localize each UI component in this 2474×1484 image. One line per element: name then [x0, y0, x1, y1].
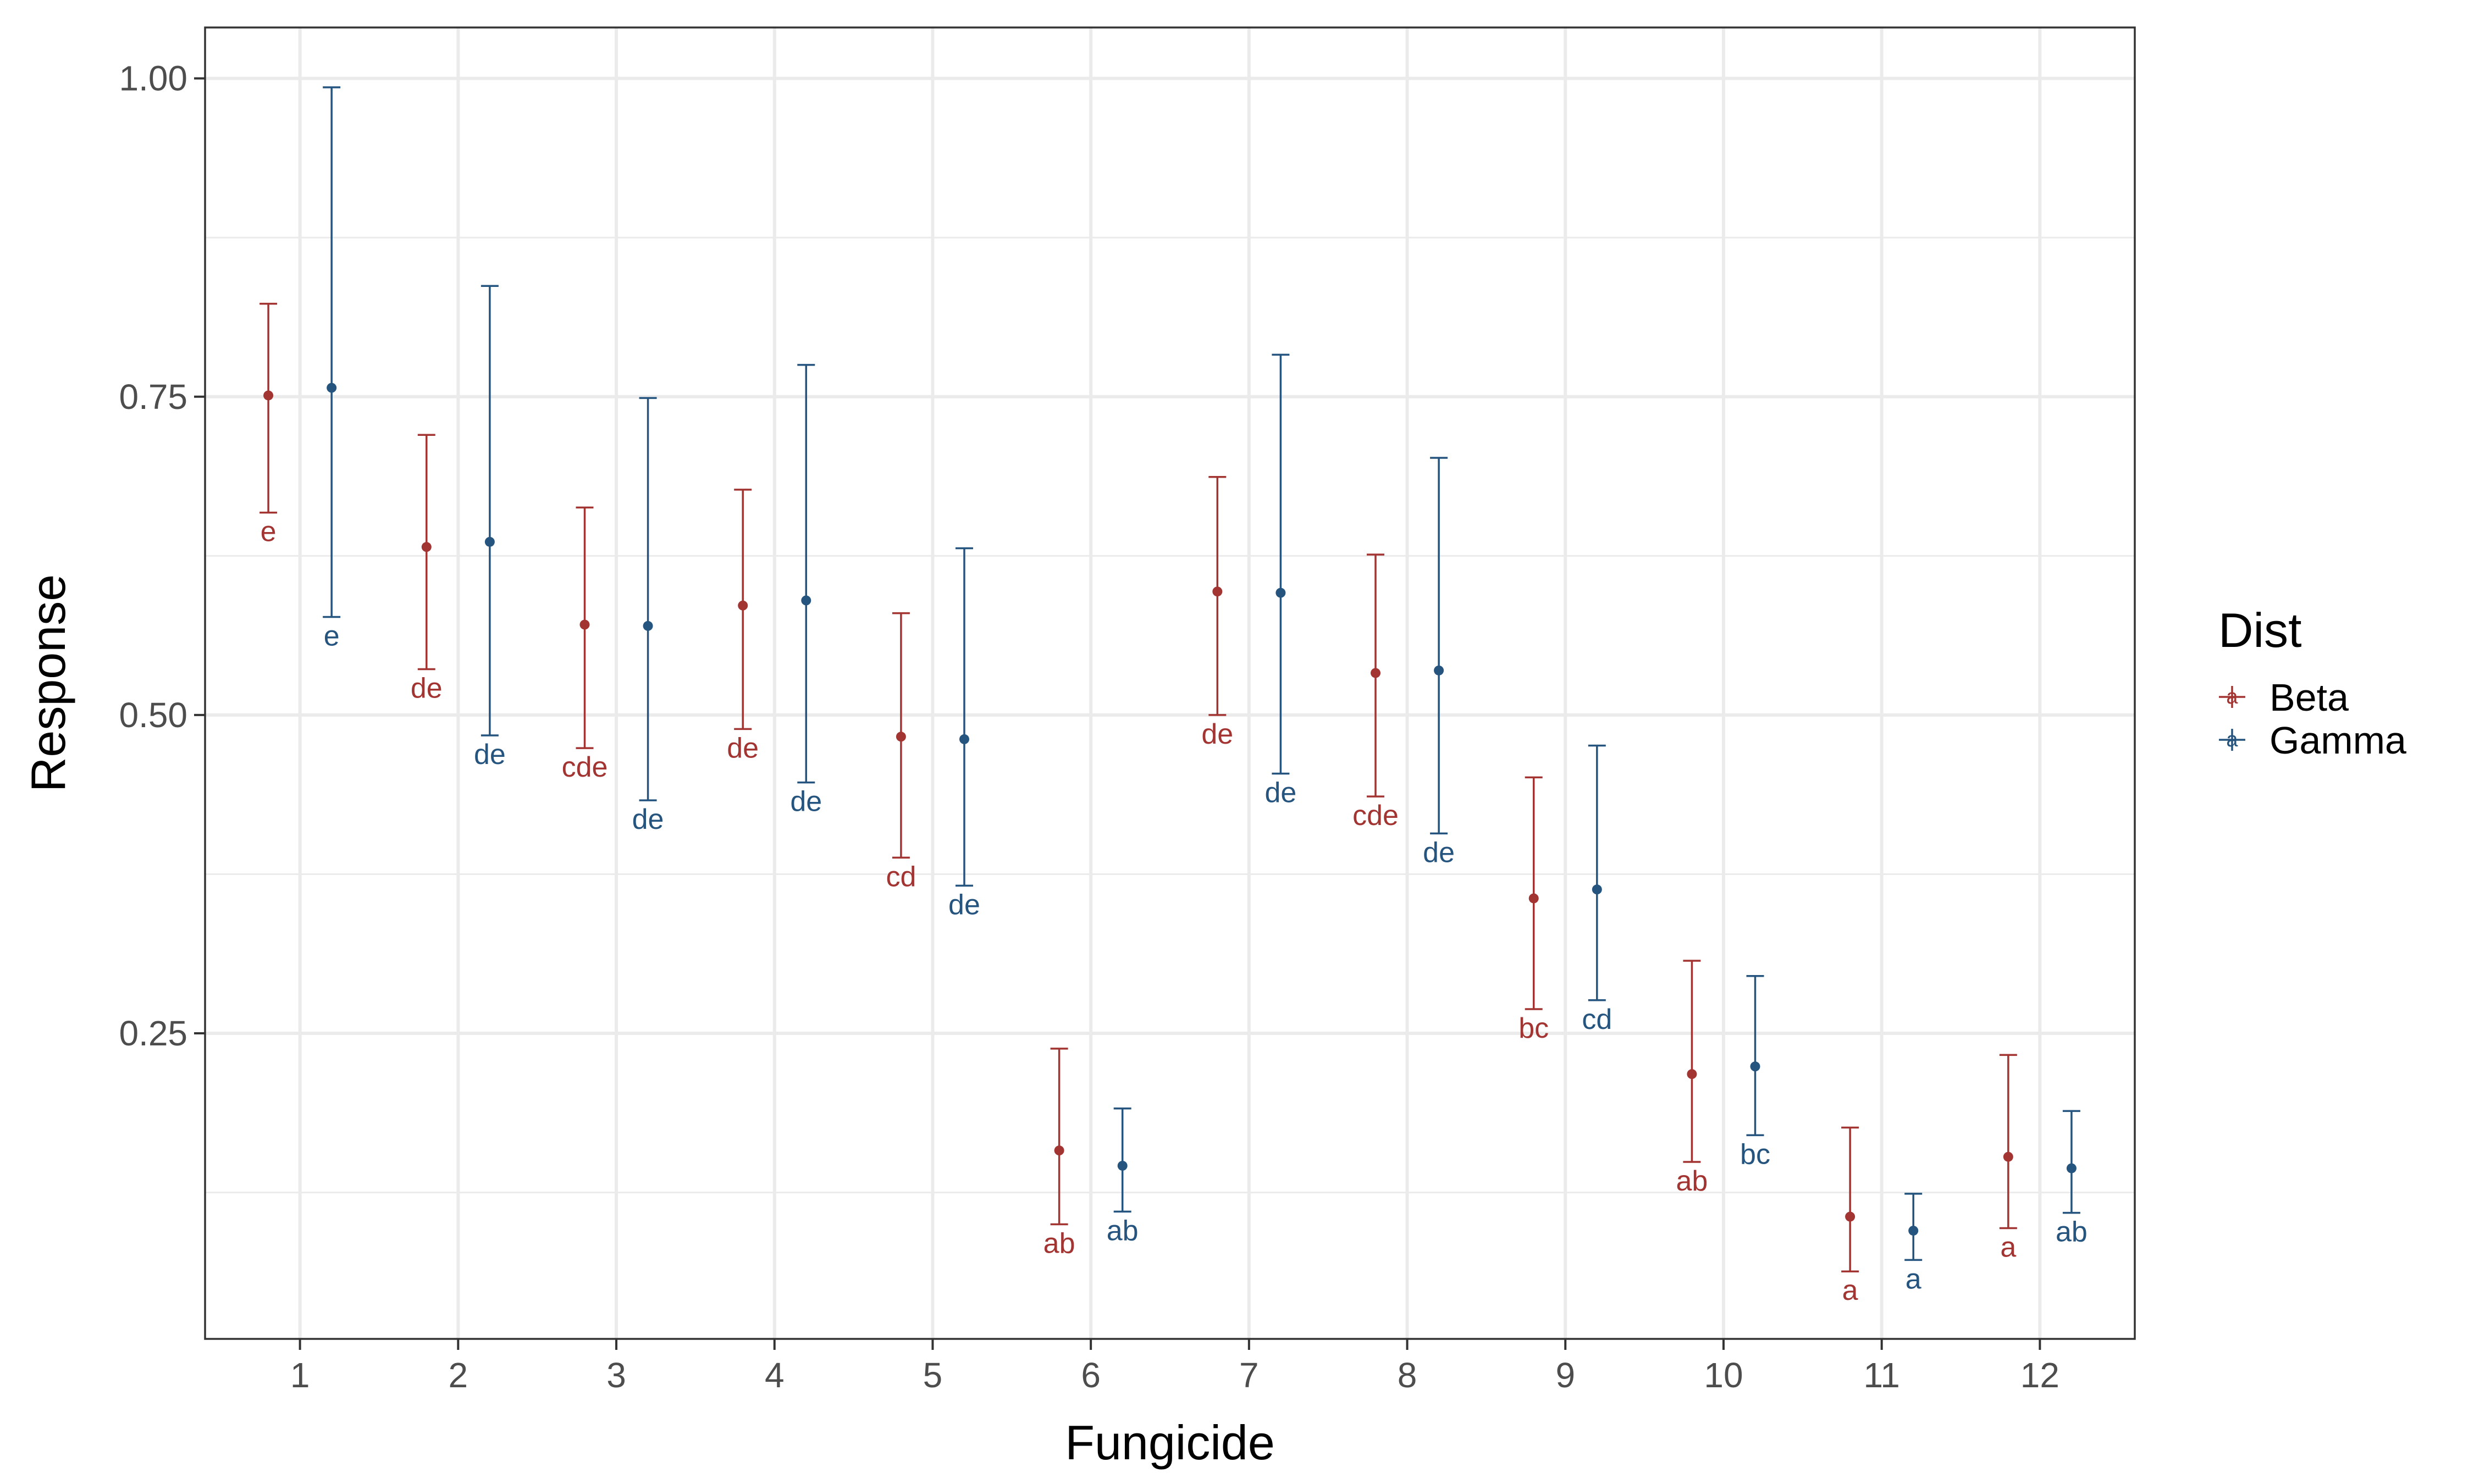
- legend-key-glyph: a: [2226, 728, 2238, 751]
- data-point: [738, 600, 748, 611]
- significance-letter: de: [411, 673, 443, 705]
- legend: Dist a Beta a Gamma: [2218, 603, 2406, 762]
- significance-letter: bc: [1518, 1012, 1549, 1044]
- data-point: [1371, 668, 1381, 678]
- plot-panel-background: [205, 27, 2135, 1339]
- data-point: [2003, 1151, 2013, 1162]
- x-tick-label: 1: [290, 1355, 310, 1395]
- grid-major: [205, 27, 2135, 1339]
- data-point: [579, 619, 590, 630]
- data-point: [1908, 1226, 1919, 1236]
- x-tick-label: 9: [1555, 1355, 1575, 1395]
- legend-key-beta: a: [2219, 685, 2245, 708]
- significance-letter: a: [1842, 1275, 1858, 1306]
- grid-minor: [205, 236, 2135, 1194]
- legend-label-beta: Beta: [2269, 676, 2349, 719]
- plot-panel-border: [204, 26, 2136, 1340]
- tick-labels: 0.250.500.751.001 2 3 4 5 6 7 8 9 10 11 12: [119, 59, 2059, 1395]
- significance-letter: bc: [1740, 1138, 1770, 1170]
- x-tick-label: 7: [1239, 1355, 1259, 1395]
- significance-letter: ab: [1043, 1228, 1075, 1260]
- significance-letter: de: [948, 889, 980, 921]
- data-point: [1750, 1061, 1760, 1072]
- data-point: [643, 621, 653, 631]
- x-tick-label: 2: [449, 1355, 468, 1395]
- significance-letter: a: [2000, 1231, 2016, 1263]
- data-point: [421, 542, 432, 552]
- significance-letter: de: [727, 732, 759, 764]
- significance-letter: cd: [1582, 1004, 1612, 1036]
- y-tick-label: 0.25: [119, 1014, 187, 1053]
- x-tick-label: 3: [606, 1355, 626, 1395]
- significance-letter: ab: [1107, 1215, 1139, 1247]
- significance-letter: de: [632, 804, 664, 835]
- y-tick-label: 0.75: [119, 377, 187, 417]
- x-tick-label: 5: [923, 1355, 943, 1395]
- y-tick-label: 1.00: [119, 59, 187, 98]
- data-point: [1687, 1069, 1697, 1079]
- x-axis-title: Fungicide: [1065, 1415, 1275, 1470]
- data-point: [1054, 1145, 1064, 1156]
- chart-marks: edecdedecdabdecdebcabaaededededeabdedecd…: [259, 86, 2088, 1306]
- data-point: [327, 383, 337, 393]
- data-point: [484, 536, 495, 547]
- x-tick-label: 4: [765, 1355, 785, 1395]
- x-tick-label: 12: [2020, 1355, 2059, 1395]
- significance-letter: ab: [1676, 1165, 1708, 1197]
- legend-title: Dist: [2218, 603, 2302, 657]
- significance-letter: de: [1423, 837, 1455, 868]
- x-tick-label: 8: [1398, 1355, 1417, 1395]
- significance-letter: cde: [1352, 800, 1399, 832]
- data-point: [801, 595, 811, 606]
- data-point: [1434, 665, 1444, 675]
- significance-letter: ab: [2056, 1216, 2088, 1248]
- data-point: [1845, 1211, 1856, 1222]
- y-axis-title: Response: [21, 574, 75, 792]
- x-tick-label: 11: [1863, 1355, 1899, 1395]
- axis-ticks: [194, 77, 2041, 1350]
- significance-letter: a: [1906, 1263, 1921, 1295]
- data-point: [896, 732, 906, 742]
- x-tick-label: 10: [1704, 1355, 1743, 1395]
- significance-letter: de: [790, 786, 822, 818]
- significance-letter: de: [474, 739, 506, 771]
- significance-letter: cd: [886, 861, 916, 893]
- legend-label-gamma: Gamma: [2269, 719, 2406, 762]
- data-point: [2066, 1163, 2077, 1173]
- significance-letter: e: [261, 516, 277, 548]
- significance-letter: e: [324, 621, 340, 652]
- x-tick-label: 6: [1081, 1355, 1101, 1395]
- data-point: [1117, 1160, 1128, 1171]
- significance-letter: de: [1264, 777, 1296, 809]
- significance-letter: de: [1201, 718, 1233, 750]
- data-point: [1275, 588, 1286, 598]
- y-tick-label: 0.50: [119, 695, 187, 735]
- data-point: [1212, 586, 1223, 597]
- legend-key-glyph: a: [2226, 685, 2238, 708]
- legend-key-gamma: a: [2219, 728, 2245, 751]
- data-point: [1592, 884, 1602, 895]
- significance-letter: cde: [562, 751, 608, 783]
- data-point: [959, 734, 969, 744]
- data-point: [263, 390, 274, 401]
- data-point: [1528, 893, 1539, 904]
